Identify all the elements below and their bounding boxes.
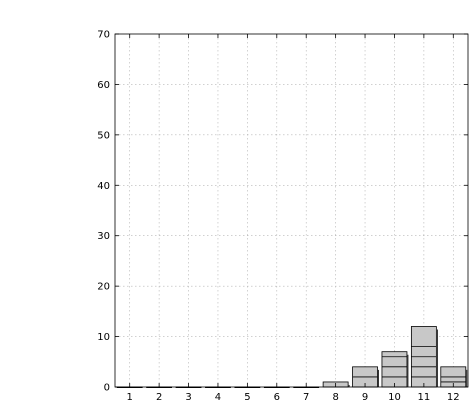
x-tick-label: 7 xyxy=(303,392,309,402)
x-tick-label: 4 xyxy=(215,392,221,402)
x-tick-label: 1 xyxy=(127,392,133,402)
x-tick-label: 3 xyxy=(185,392,191,402)
x-tick-label: 9 xyxy=(362,392,368,402)
x-tick-label: 12 xyxy=(447,392,460,402)
y-tick-label: 40 xyxy=(97,181,110,192)
grid-lines xyxy=(115,34,468,387)
y-tick-label: 20 xyxy=(97,282,110,293)
bars xyxy=(116,326,468,389)
x-tick-label: 10 xyxy=(388,392,401,402)
y-tick-label: 0 xyxy=(104,383,110,394)
y-tick-label: 70 xyxy=(97,30,110,41)
y-tick-label: 50 xyxy=(97,130,110,141)
bar-10 xyxy=(381,351,408,388)
plot-frame xyxy=(114,33,469,388)
axes xyxy=(114,33,469,388)
x-tick-label: 6 xyxy=(274,392,280,402)
x-tick-label: 5 xyxy=(244,392,250,402)
x-tick-label: 11 xyxy=(418,392,431,402)
x-tick-label: 2 xyxy=(156,392,162,402)
y-tick-label: 60 xyxy=(97,80,110,91)
y-tick-label: 30 xyxy=(97,231,110,242)
x-tick-label: 8 xyxy=(332,392,338,402)
y-tick-label: 10 xyxy=(97,332,110,343)
